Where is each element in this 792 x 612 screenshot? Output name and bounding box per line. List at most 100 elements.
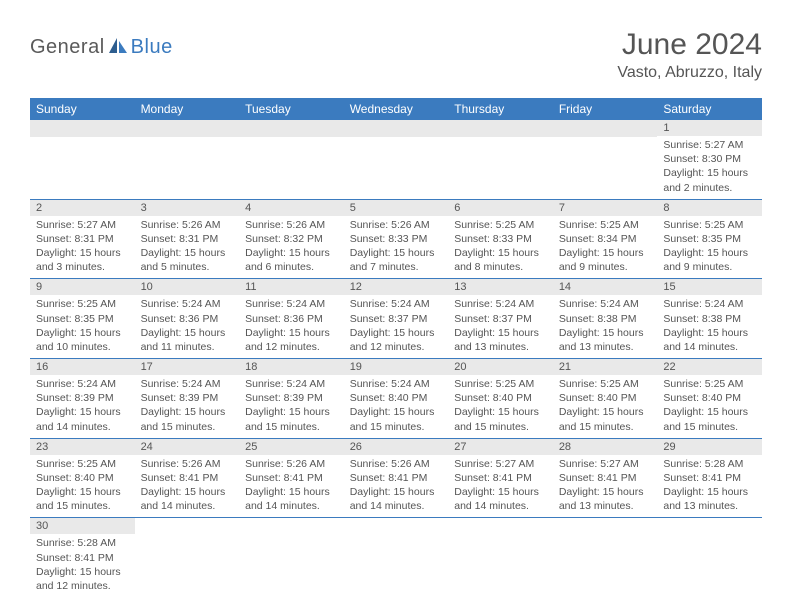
calendar-header-row: SundayMondayTuesdayWednesdayThursdayFrid… [30, 98, 762, 120]
day-header: Saturday [657, 98, 762, 120]
day-number: 17 [135, 359, 240, 375]
empty-day-bar [135, 120, 240, 137]
day-header: Friday [553, 98, 658, 120]
calendar-cell: 17Sunrise: 5:24 AMSunset: 8:39 PMDayligh… [135, 359, 240, 439]
day-number: 13 [448, 279, 553, 295]
day-details: Sunrise: 5:26 AMSunset: 8:41 PMDaylight:… [239, 455, 344, 518]
logo: General Blue [30, 36, 173, 59]
day-details: Sunrise: 5:26 AMSunset: 8:33 PMDaylight:… [344, 216, 449, 279]
calendar-cell: 6Sunrise: 5:25 AMSunset: 8:33 PMDaylight… [448, 199, 553, 279]
day-number: 19 [344, 359, 449, 375]
day-header: Thursday [448, 98, 553, 120]
title-block: June 2024 Vasto, Abruzzo, Italy [617, 28, 762, 82]
day-number: 16 [30, 359, 135, 375]
empty-day-bar [30, 120, 135, 137]
day-details: Sunrise: 5:25 AMSunset: 8:35 PMDaylight:… [657, 216, 762, 279]
calendar-week-row: 16Sunrise: 5:24 AMSunset: 8:39 PMDayligh… [30, 359, 762, 439]
empty-day-bar [239, 120, 344, 137]
day-number: 2 [30, 200, 135, 216]
day-number: 5 [344, 200, 449, 216]
day-number: 12 [344, 279, 449, 295]
day-details: Sunrise: 5:26 AMSunset: 8:32 PMDaylight:… [239, 216, 344, 279]
calendar-cell: 29Sunrise: 5:28 AMSunset: 8:41 PMDayligh… [657, 438, 762, 518]
day-details: Sunrise: 5:25 AMSunset: 8:40 PMDaylight:… [30, 455, 135, 518]
day-number: 4 [239, 200, 344, 216]
day-number: 30 [30, 518, 135, 534]
calendar-cell [553, 518, 658, 597]
day-number: 1 [657, 120, 762, 136]
calendar-cell [344, 120, 449, 199]
day-number: 9 [30, 279, 135, 295]
calendar-cell: 9Sunrise: 5:25 AMSunset: 8:35 PMDaylight… [30, 279, 135, 359]
calendar-cell: 26Sunrise: 5:26 AMSunset: 8:41 PMDayligh… [344, 438, 449, 518]
day-details: Sunrise: 5:24 AMSunset: 8:38 PMDaylight:… [657, 295, 762, 358]
day-details: Sunrise: 5:25 AMSunset: 8:35 PMDaylight:… [30, 295, 135, 358]
calendar-cell: 27Sunrise: 5:27 AMSunset: 8:41 PMDayligh… [448, 438, 553, 518]
calendar-cell [135, 518, 240, 597]
calendar-cell: 30Sunrise: 5:28 AMSunset: 8:41 PMDayligh… [30, 518, 135, 597]
calendar-cell: 21Sunrise: 5:25 AMSunset: 8:40 PMDayligh… [553, 359, 658, 439]
calendar-cell: 5Sunrise: 5:26 AMSunset: 8:33 PMDaylight… [344, 199, 449, 279]
day-number: 7 [553, 200, 658, 216]
calendar-cell: 7Sunrise: 5:25 AMSunset: 8:34 PMDaylight… [553, 199, 658, 279]
day-details: Sunrise: 5:26 AMSunset: 8:41 PMDaylight:… [135, 455, 240, 518]
day-number: 11 [239, 279, 344, 295]
calendar-cell [344, 518, 449, 597]
calendar-cell: 2Sunrise: 5:27 AMSunset: 8:31 PMDaylight… [30, 199, 135, 279]
day-details: Sunrise: 5:24 AMSunset: 8:39 PMDaylight:… [30, 375, 135, 438]
calendar-cell: 20Sunrise: 5:25 AMSunset: 8:40 PMDayligh… [448, 359, 553, 439]
day-header: Monday [135, 98, 240, 120]
day-number: 14 [553, 279, 658, 295]
calendar-cell: 12Sunrise: 5:24 AMSunset: 8:37 PMDayligh… [344, 279, 449, 359]
calendar-cell: 24Sunrise: 5:26 AMSunset: 8:41 PMDayligh… [135, 438, 240, 518]
day-details: Sunrise: 5:24 AMSunset: 8:39 PMDaylight:… [239, 375, 344, 438]
calendar-cell: 10Sunrise: 5:24 AMSunset: 8:36 PMDayligh… [135, 279, 240, 359]
calendar-cell: 3Sunrise: 5:26 AMSunset: 8:31 PMDaylight… [135, 199, 240, 279]
day-details: Sunrise: 5:27 AMSunset: 8:30 PMDaylight:… [657, 136, 762, 199]
calendar-cell: 25Sunrise: 5:26 AMSunset: 8:41 PMDayligh… [239, 438, 344, 518]
empty-day-bar [553, 120, 658, 137]
calendar-cell: 11Sunrise: 5:24 AMSunset: 8:36 PMDayligh… [239, 279, 344, 359]
calendar-cell: 14Sunrise: 5:24 AMSunset: 8:38 PMDayligh… [553, 279, 658, 359]
day-number: 15 [657, 279, 762, 295]
calendar-cell: 18Sunrise: 5:24 AMSunset: 8:39 PMDayligh… [239, 359, 344, 439]
sail-icon [107, 36, 129, 59]
calendar-cell [135, 120, 240, 199]
day-details: Sunrise: 5:27 AMSunset: 8:31 PMDaylight:… [30, 216, 135, 279]
calendar-week-row: 23Sunrise: 5:25 AMSunset: 8:40 PMDayligh… [30, 438, 762, 518]
day-details: Sunrise: 5:27 AMSunset: 8:41 PMDaylight:… [553, 455, 658, 518]
day-details: Sunrise: 5:25 AMSunset: 8:33 PMDaylight:… [448, 216, 553, 279]
calendar-cell [239, 120, 344, 199]
day-number: 3 [135, 200, 240, 216]
location: Vasto, Abruzzo, Italy [617, 64, 762, 82]
calendar-cell [448, 120, 553, 199]
header: General Blue June 2024 Vasto, Abruzzo, I… [30, 28, 762, 82]
day-details: Sunrise: 5:24 AMSunset: 8:38 PMDaylight:… [553, 295, 658, 358]
day-number: 29 [657, 439, 762, 455]
month-title: June 2024 [617, 28, 762, 62]
day-number: 23 [30, 439, 135, 455]
calendar-cell: 8Sunrise: 5:25 AMSunset: 8:35 PMDaylight… [657, 199, 762, 279]
day-details: Sunrise: 5:25 AMSunset: 8:34 PMDaylight:… [553, 216, 658, 279]
calendar-cell: 16Sunrise: 5:24 AMSunset: 8:39 PMDayligh… [30, 359, 135, 439]
day-number: 25 [239, 439, 344, 455]
day-header: Wednesday [344, 98, 449, 120]
day-number: 18 [239, 359, 344, 375]
empty-day-bar [448, 120, 553, 137]
calendar-cell [657, 518, 762, 597]
calendar-cell: 23Sunrise: 5:25 AMSunset: 8:40 PMDayligh… [30, 438, 135, 518]
day-header: Sunday [30, 98, 135, 120]
day-number: 6 [448, 200, 553, 216]
day-details: Sunrise: 5:28 AMSunset: 8:41 PMDaylight:… [30, 534, 135, 597]
day-number: 10 [135, 279, 240, 295]
day-details: Sunrise: 5:24 AMSunset: 8:37 PMDaylight:… [448, 295, 553, 358]
day-number: 20 [448, 359, 553, 375]
calendar-cell [30, 120, 135, 199]
calendar-cell [239, 518, 344, 597]
day-number: 21 [553, 359, 658, 375]
day-number: 8 [657, 200, 762, 216]
calendar-cell: 22Sunrise: 5:25 AMSunset: 8:40 PMDayligh… [657, 359, 762, 439]
day-details: Sunrise: 5:24 AMSunset: 8:39 PMDaylight:… [135, 375, 240, 438]
calendar-cell: 15Sunrise: 5:24 AMSunset: 8:38 PMDayligh… [657, 279, 762, 359]
logo-text-general: General [30, 36, 105, 59]
